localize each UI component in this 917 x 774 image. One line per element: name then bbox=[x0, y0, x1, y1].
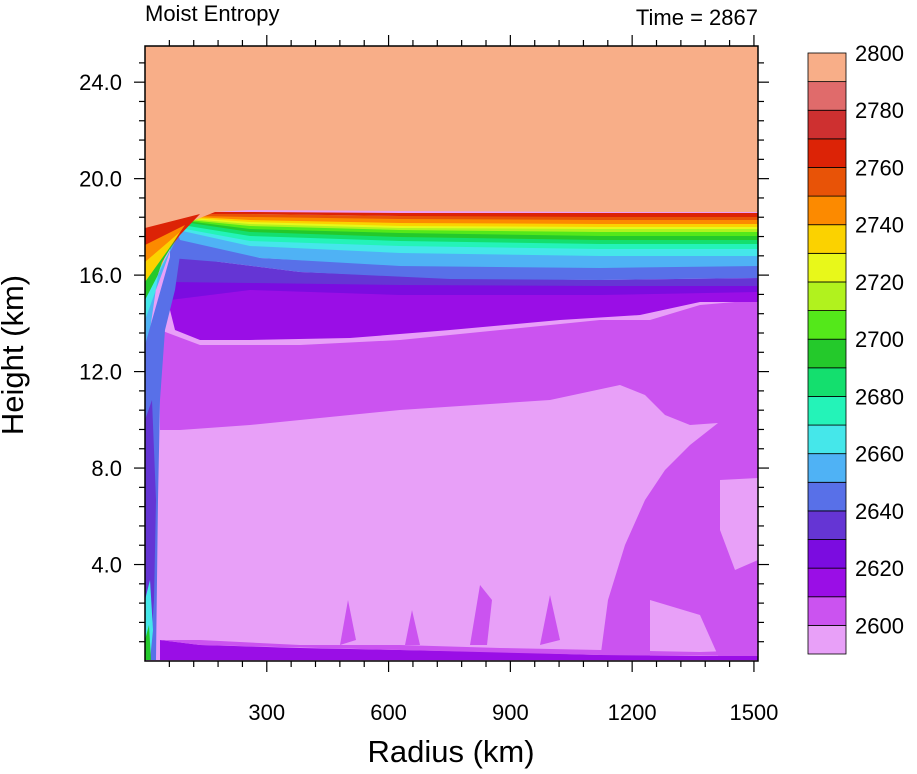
contour-fill-2620-right bbox=[160, 300, 758, 660]
colorbar-label: 2720 bbox=[855, 270, 904, 295]
colorbar-swatch bbox=[807, 624, 847, 655]
contour-fill-2700 bbox=[175, 226, 758, 268]
contour-fill-2620-upper bbox=[165, 283, 758, 340]
x-axis-label: Radius (km) bbox=[367, 734, 534, 769]
surface-layer-2620 bbox=[160, 640, 758, 656]
contour-fill-2600-patch bbox=[720, 478, 758, 570]
contour-fill-2840 bbox=[190, 216, 758, 229]
colorbar-swatch bbox=[807, 138, 847, 168]
colorbar-swatch bbox=[807, 338, 847, 369]
axis-ticks bbox=[134, 35, 769, 672]
colorbar-label: 2620 bbox=[855, 556, 904, 581]
y-tick-label: 24.0 bbox=[79, 70, 122, 95]
x-tick-label: 600 bbox=[370, 700, 407, 725]
colorbar-swatch bbox=[807, 195, 847, 226]
colorbar-swatch bbox=[807, 310, 847, 340]
y-tick-label: 4.0 bbox=[91, 553, 122, 578]
colorbar-swatch bbox=[807, 109, 847, 140]
colorbar-swatch bbox=[807, 567, 847, 598]
colorbar-swatch bbox=[807, 167, 847, 197]
colorbar-swatch bbox=[807, 596, 847, 626]
eyewall-red bbox=[145, 214, 200, 300]
colorbar-label: 2680 bbox=[855, 384, 904, 409]
eyewall-lightblue bbox=[145, 246, 172, 400]
colorbar-swatch bbox=[807, 252, 847, 283]
x-tick-label: 1200 bbox=[608, 700, 657, 725]
eyewall-orange bbox=[145, 225, 185, 320]
colorbar-label: 2740 bbox=[855, 213, 904, 238]
plot-frame bbox=[144, 45, 759, 662]
colorbar-swatch bbox=[807, 396, 847, 426]
eyewall-green bbox=[145, 236, 178, 360]
contour-fill-2920 bbox=[200, 212, 758, 217]
colorbar-swatch bbox=[807, 81, 847, 111]
colorbar-swatch bbox=[807, 281, 847, 311]
colorbar-label: 2660 bbox=[855, 442, 904, 467]
colorbar-label: 2640 bbox=[855, 499, 904, 524]
colorbar-swatch bbox=[807, 510, 847, 540]
colorbar-label: 2700 bbox=[855, 327, 904, 352]
eyewall-green-low bbox=[145, 625, 151, 660]
y-tick-label: 8.0 bbox=[91, 456, 122, 481]
y-tick-labels: 4.0 8.0 12.0 16.0 20.0 24.0 bbox=[79, 70, 122, 577]
x-tick-label: 900 bbox=[492, 700, 529, 725]
contour-fill-top bbox=[145, 46, 758, 230]
colorbar bbox=[807, 52, 847, 655]
surface-plume-2 bbox=[470, 585, 492, 645]
x-tick-label: 1500 bbox=[729, 700, 778, 725]
colorbar-label: 2760 bbox=[855, 155, 904, 180]
colorbar-swatch bbox=[807, 481, 847, 512]
y-axis-label: Height (km) bbox=[0, 275, 30, 435]
surface-layer-2640 bbox=[160, 640, 758, 660]
colorbar-swatch bbox=[807, 539, 847, 569]
colorbar-swatch bbox=[807, 453, 847, 483]
colorbar-label: 2800 bbox=[855, 41, 904, 66]
colorbar-swatch bbox=[807, 367, 847, 397]
surface-plume-4 bbox=[405, 610, 420, 645]
colorbar-swatch bbox=[807, 424, 847, 455]
x-tick-label: 300 bbox=[248, 700, 285, 725]
colorbar-swatch bbox=[807, 52, 847, 83]
contour-plot-area bbox=[145, 46, 758, 661]
y-tick-label: 16.0 bbox=[79, 263, 122, 288]
contour-fill-2900 bbox=[198, 213, 758, 220]
contour-fill-2600-patch2 bbox=[650, 600, 720, 660]
colorbar-labels: 2600 2620 2640 2660 2680 2700 2720 2740 2760 2780… bbox=[855, 41, 904, 638]
colorbar-swatch bbox=[807, 224, 847, 254]
colorbar-label: 2600 bbox=[855, 613, 904, 638]
left-title: Moist Entropy bbox=[145, 1, 280, 26]
x-tick-labels: 300 600 900 1200 1500 bbox=[248, 700, 778, 725]
right-title: Time = 2867 bbox=[636, 5, 758, 30]
surface-plume-3 bbox=[540, 595, 560, 645]
surface-plume-1 bbox=[340, 600, 356, 645]
y-tick-label: 12.0 bbox=[79, 360, 122, 385]
eyewall-yellow bbox=[145, 232, 180, 340]
colorbar-label: 2780 bbox=[855, 98, 904, 123]
y-tick-label: 20.0 bbox=[79, 167, 122, 192]
contour-fill-2660 bbox=[170, 255, 758, 286]
